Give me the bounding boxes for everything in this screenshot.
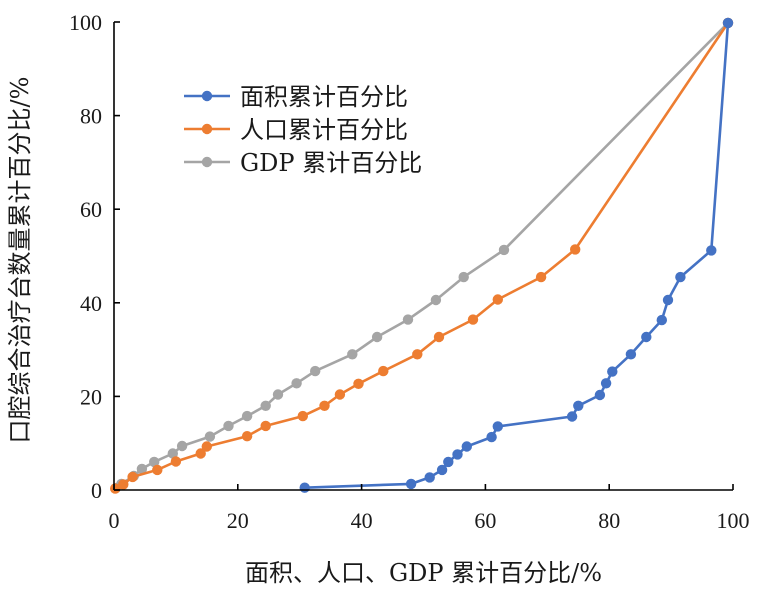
data-point	[607, 366, 618, 377]
legend-label: 人口累计百分比	[240, 116, 408, 144]
data-point	[467, 314, 479, 325]
legend-label: GDP 累计百分比	[240, 149, 422, 177]
data-point	[167, 448, 178, 459]
data-point	[566, 411, 578, 422]
series-layer	[110, 17, 734, 494]
data-point	[353, 378, 364, 389]
data-point	[149, 456, 160, 468]
series-0	[299, 17, 734, 493]
y-tick-label: 60	[80, 197, 102, 222]
data-point	[433, 331, 445, 343]
y-tick-label: 80	[80, 104, 102, 129]
data-point	[195, 448, 206, 459]
data-point	[498, 244, 510, 256]
data-point	[458, 271, 469, 283]
legend-item: 人口累计百分比	[184, 116, 408, 144]
data-point	[600, 378, 612, 389]
legend-item: 面积累计百分比	[184, 83, 408, 111]
x-tick-label: 80	[598, 508, 620, 533]
y-tick-label: 100	[69, 10, 102, 35]
data-point	[241, 410, 253, 422]
data-point	[573, 400, 584, 411]
x-tick-label: 100	[717, 508, 750, 533]
data-point	[535, 271, 547, 283]
data-point	[334, 389, 346, 400]
data-point	[297, 410, 308, 422]
data-point	[291, 378, 302, 389]
data-point	[170, 456, 182, 467]
data-point	[402, 314, 414, 325]
data-point	[594, 389, 606, 401]
legend-item: GDP 累计百分比	[184, 149, 422, 177]
x-axis-title: 面积、人口、GDP 累计百分比/%	[245, 559, 602, 587]
x-tick-label: 20	[227, 508, 249, 533]
data-point	[371, 331, 383, 343]
y-tick-label: 0	[91, 478, 102, 503]
series-1	[110, 17, 734, 494]
data-point	[641, 331, 652, 343]
data-point	[461, 441, 472, 452]
legend-swatch-marker	[201, 156, 213, 168]
data-point	[201, 441, 212, 452]
legend-swatch-marker	[201, 123, 213, 135]
data-point	[310, 365, 321, 377]
data-point	[260, 400, 271, 411]
data-point	[570, 244, 581, 255]
y-axis-title: 口腔综合治疗台数量累计百分比/%	[6, 77, 34, 444]
data-point	[452, 449, 463, 460]
data-point	[675, 271, 686, 283]
data-point	[176, 440, 188, 452]
y-tick-label: 20	[80, 384, 102, 409]
data-point	[319, 400, 330, 411]
data-point	[424, 472, 435, 483]
data-point	[430, 294, 442, 306]
data-point	[127, 471, 138, 483]
data-point	[625, 349, 637, 360]
data-point	[443, 456, 454, 468]
data-point	[662, 294, 674, 306]
x-tick-label: 0	[109, 508, 120, 533]
legend-swatch-marker	[201, 90, 213, 102]
data-point	[722, 17, 734, 29]
data-point	[492, 421, 503, 432]
data-point	[223, 420, 234, 432]
data-point	[204, 431, 216, 442]
data-point	[110, 483, 121, 494]
series-2	[110, 17, 734, 494]
data-point	[260, 420, 271, 432]
data-point	[118, 479, 129, 490]
y-tick-label: 40	[80, 291, 102, 316]
x-tick-label: 60	[474, 508, 496, 533]
axes-layer	[113, 22, 733, 491]
data-point	[436, 464, 448, 476]
data-point	[241, 431, 253, 442]
ticks-layer: 0 20 40 60 80 100 0 20 40 60 80 100	[69, 10, 750, 533]
data-point	[412, 349, 423, 360]
data-point	[486, 431, 497, 443]
data-point	[656, 314, 667, 326]
legend-label: 面积累计百分比	[240, 83, 408, 111]
data-point	[378, 365, 389, 377]
data-point	[347, 349, 358, 360]
data-point	[492, 294, 503, 305]
data-point	[405, 478, 417, 490]
data-point	[299, 482, 310, 493]
data-point	[152, 464, 163, 476]
data-point	[272, 389, 284, 400]
data-point	[136, 463, 148, 475]
data-point	[706, 245, 717, 256]
x-tick-label: 40	[351, 508, 373, 533]
